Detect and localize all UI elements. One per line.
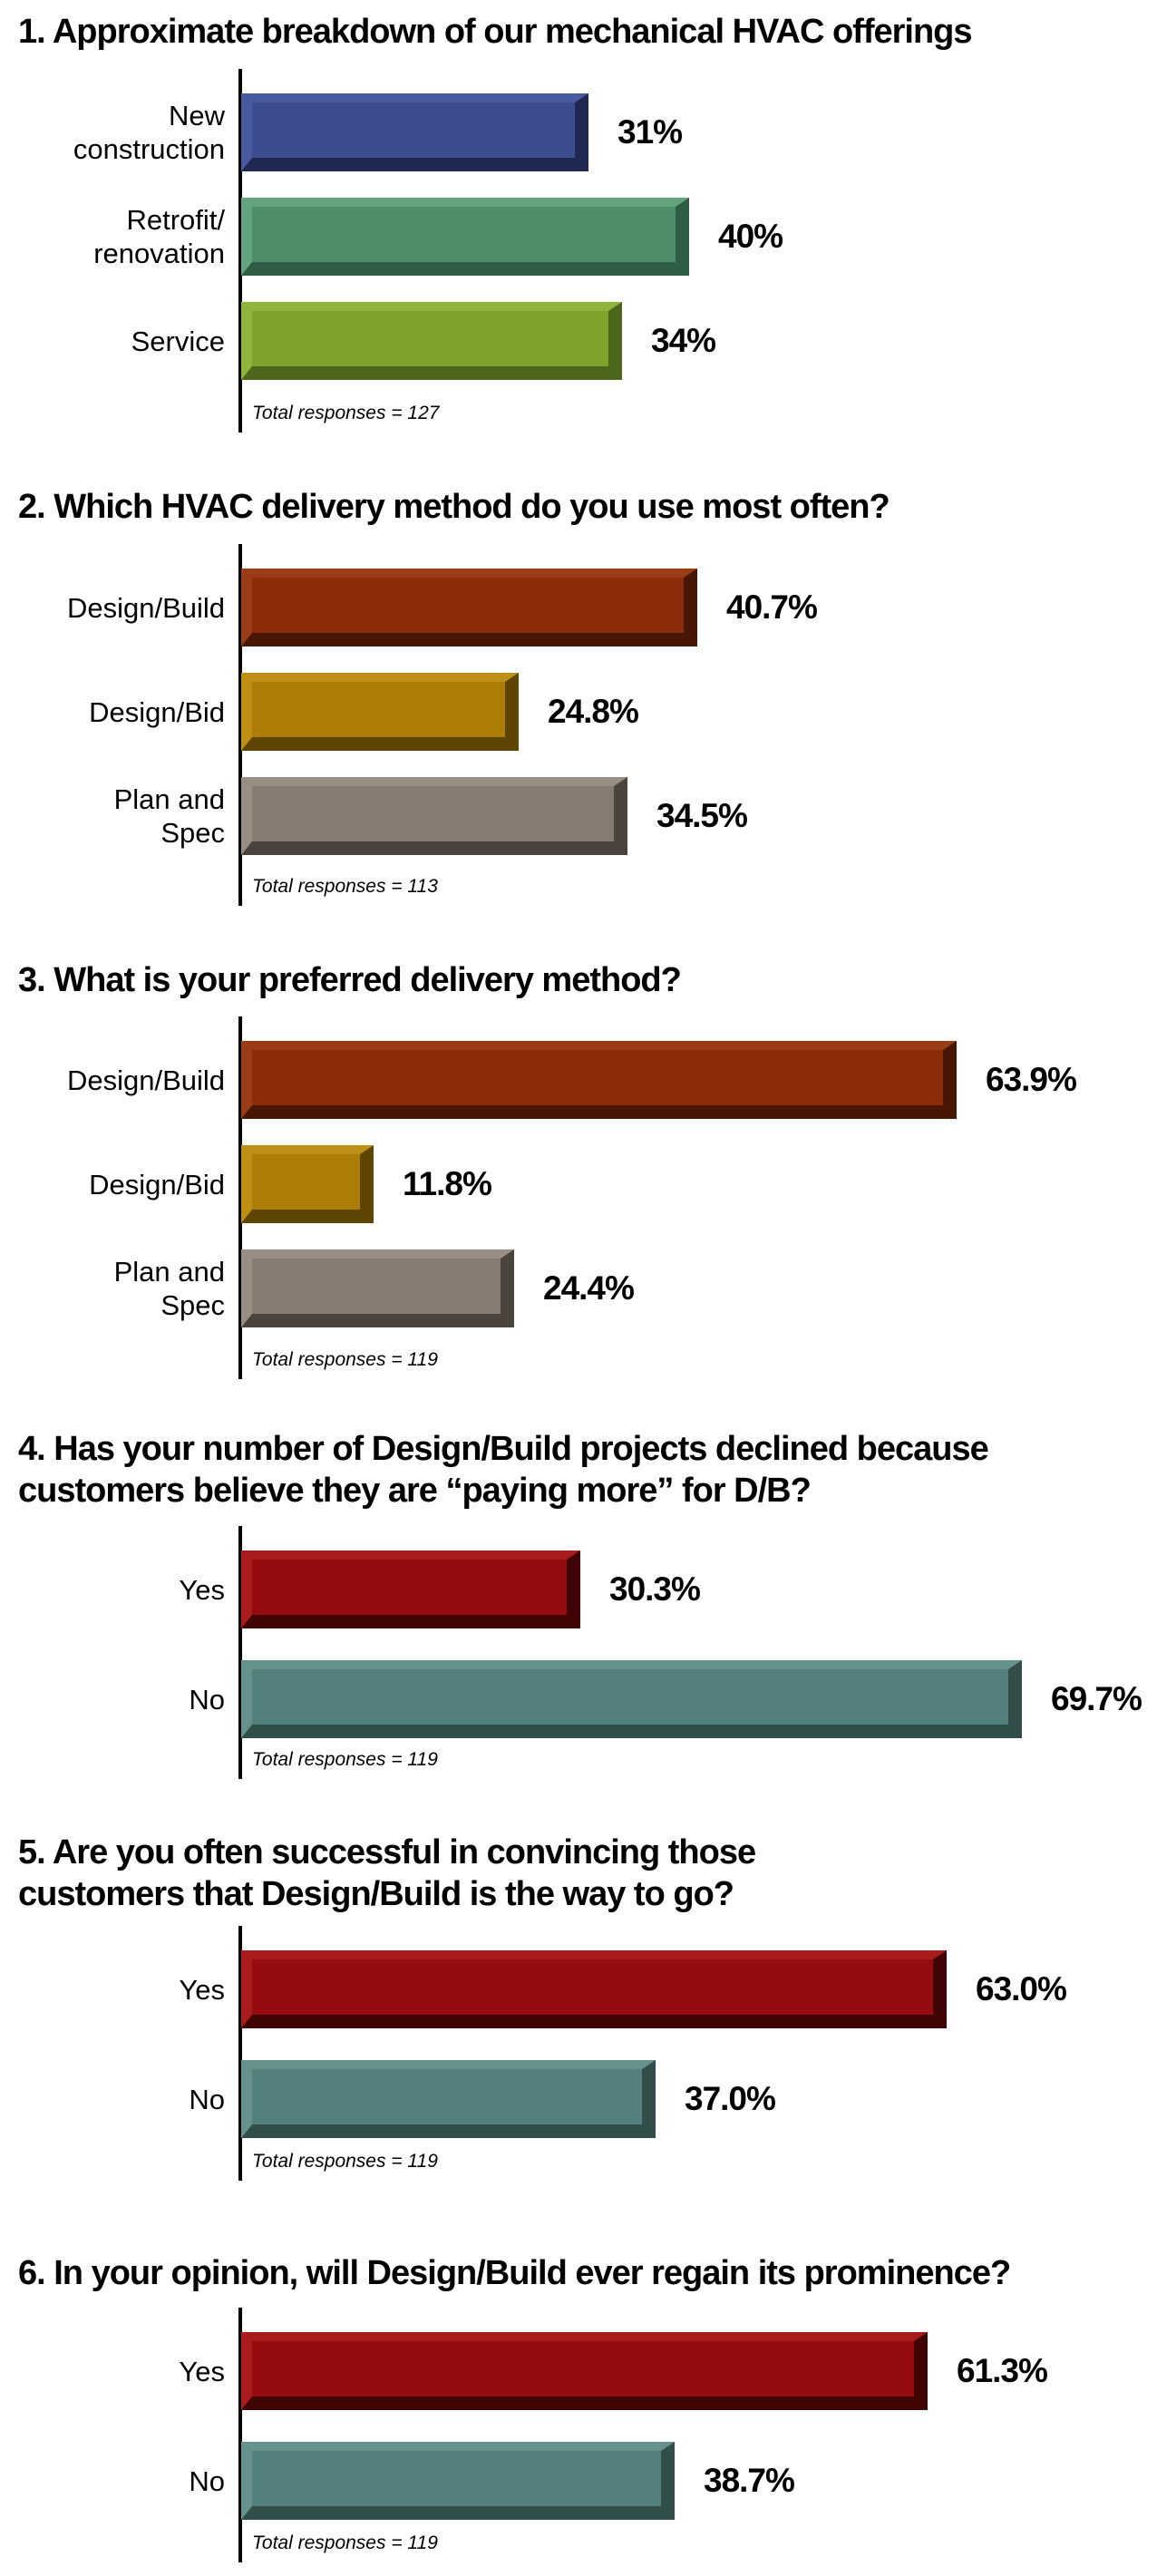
chart-title-line: 2. Which HVAC delivery method do you use…	[18, 488, 890, 526]
category-label-line: Spec	[160, 817, 225, 849]
category-label: Service	[0, 302, 225, 380]
value-label: 11.8%	[403, 1165, 492, 1202]
bar	[241, 1041, 957, 1119]
total-responses-note: Total responses = 113	[252, 876, 438, 897]
category-label-line: Design/Build	[66, 591, 225, 624]
total-responses-note: Total responses = 119	[252, 1349, 438, 1370]
value-label: 34%	[651, 322, 716, 359]
value-label: 40%	[718, 218, 783, 255]
bar	[241, 1950, 947, 2028]
category-label: Retrofit/renovation	[0, 198, 225, 276]
category-label-line: Yes	[179, 1573, 225, 1606]
bar	[241, 1660, 1022, 1738]
y-axis-line	[238, 544, 242, 906]
bar	[241, 569, 697, 646]
category-label: Plan and Spec	[0, 1249, 225, 1327]
chart-title-line: customers believe they are “paying more”…	[18, 1472, 812, 1510]
chart-title-line: 1. Approximate breakdown of our mechanic…	[18, 13, 973, 51]
bar	[241, 1145, 374, 1223]
value-label: 31%	[617, 113, 683, 151]
category-label: Yes	[0, 1550, 225, 1628]
category-label-line: Plan and	[113, 1256, 225, 1288]
y-axis-line	[238, 1526, 242, 1779]
category-label-line: renovation	[93, 238, 225, 269]
value-label: 30.3%	[609, 1570, 701, 1608]
chart-title-line: customers that Design/Build is the way t…	[18, 1875, 734, 1913]
bar	[241, 1550, 580, 1628]
category-label-line: No	[189, 2083, 225, 2115]
bar	[241, 2060, 656, 2138]
category-label-line: construction	[73, 133, 225, 165]
value-label: 38.7%	[704, 2462, 795, 2499]
category-label-line: Service	[131, 325, 225, 357]
category-label: New construction	[0, 93, 225, 171]
total-responses-note: Total responses = 127	[252, 403, 440, 423]
y-axis-line	[238, 1926, 242, 2181]
bar	[241, 673, 519, 751]
value-label: 61.3%	[957, 2352, 1048, 2389]
category-label-line: New	[168, 100, 225, 131]
total-responses-note: Total responses = 119	[252, 2532, 438, 2553]
category-label-line: Plan and	[113, 783, 225, 815]
y-axis-line	[238, 2308, 242, 2562]
y-axis-line	[238, 1016, 242, 1379]
category-label-line: Yes	[179, 1973, 225, 2006]
bar	[241, 2332, 928, 2410]
bar	[241, 198, 689, 276]
category-label: Design/Build	[0, 569, 225, 646]
chart-title-line: 6. In your opinion, will Design/Build ev…	[18, 2254, 1011, 2292]
bar	[241, 777, 627, 855]
y-axis-line	[238, 69, 242, 433]
total-responses-note: Total responses = 119	[252, 1749, 438, 1770]
value-label: 24.4%	[543, 1269, 635, 1307]
bar	[241, 1249, 514, 1327]
category-label: No	[0, 1660, 225, 1738]
category-label: Design/Bid	[0, 1145, 225, 1223]
category-label: No	[0, 2442, 225, 2520]
category-label: No	[0, 2060, 225, 2138]
category-label-line: Design/Bid	[89, 1168, 225, 1201]
category-label-line: No	[189, 2464, 225, 2497]
category-label-line: Spec	[160, 1289, 225, 1321]
value-label: 37.0%	[685, 2080, 776, 2117]
category-label-line: Design/Bid	[89, 695, 225, 728]
category-label-line: No	[189, 1683, 225, 1716]
bar	[241, 93, 588, 171]
value-label: 63.9%	[986, 1061, 1077, 1098]
value-label: 24.8%	[548, 693, 639, 730]
total-responses-note: Total responses = 119	[252, 2151, 438, 2172]
bar	[241, 302, 622, 380]
category-label: Yes	[0, 2332, 225, 2410]
value-label: 69.7%	[1051, 1680, 1142, 1717]
chart-title-line: 4. Has your number of Design/Build proje…	[18, 1430, 989, 1468]
category-label: Plan and Spec	[0, 777, 225, 855]
category-label: Design/Build	[0, 1041, 225, 1119]
value-label: 34.5%	[656, 797, 748, 834]
value-label: 63.0%	[976, 1970, 1067, 2007]
category-label: Yes	[0, 1950, 225, 2028]
category-label: Design/Bid	[0, 673, 225, 751]
chart-title-line: 3. What is your preferred delivery metho…	[18, 961, 682, 999]
category-label-line: Retrofit/	[126, 204, 225, 236]
bar	[241, 2442, 675, 2520]
category-label-line: Design/Build	[66, 1064, 225, 1096]
value-label: 40.7%	[726, 588, 818, 626]
chart-title-line: 5. Are you often successful in convincin…	[18, 1833, 756, 1871]
category-label-line: Yes	[179, 2355, 225, 2387]
